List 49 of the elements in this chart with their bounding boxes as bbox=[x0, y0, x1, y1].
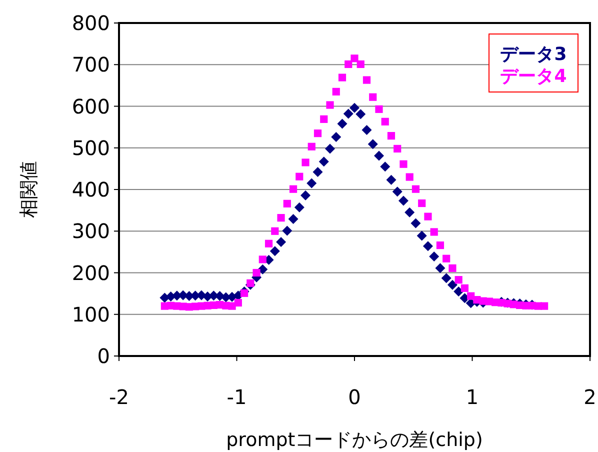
point bbox=[343, 108, 354, 119]
point bbox=[350, 102, 360, 113]
x-tick-label: -2 bbox=[109, 385, 129, 409]
point bbox=[398, 196, 408, 206]
point bbox=[404, 207, 415, 218]
text: データ4 bbox=[500, 66, 567, 87]
point bbox=[422, 241, 433, 252]
x-tick-label: -1 bbox=[226, 385, 247, 409]
point bbox=[392, 186, 402, 197]
y-tick-label: 300 bbox=[72, 219, 110, 244]
point bbox=[337, 118, 348, 129]
y-tick-label: 800 bbox=[72, 11, 110, 35]
x-tick-label: 1 bbox=[466, 385, 479, 409]
point bbox=[294, 202, 304, 212]
point bbox=[429, 252, 440, 262]
x-axis-title: promptコードからの差(chip) bbox=[226, 429, 483, 451]
text: データ3 bbox=[500, 44, 567, 65]
point bbox=[374, 150, 384, 161]
y-tick-label: 100 bbox=[72, 302, 110, 326]
point bbox=[441, 273, 452, 284]
point bbox=[276, 236, 286, 247]
point bbox=[288, 214, 298, 224]
y-tick-label: 600 bbox=[72, 94, 110, 118]
point bbox=[282, 226, 292, 236]
point bbox=[331, 132, 342, 142]
point bbox=[325, 144, 336, 154]
point bbox=[306, 178, 317, 188]
point bbox=[356, 109, 366, 120]
x-tick-label: 2 bbox=[584, 385, 596, 409]
point bbox=[312, 167, 323, 178]
point bbox=[410, 218, 421, 228]
point bbox=[368, 139, 378, 150]
point bbox=[362, 124, 372, 135]
x-tick-label: 0 bbox=[348, 385, 361, 409]
point bbox=[300, 190, 311, 200]
point bbox=[416, 230, 427, 241]
y-tick-label: 0 bbox=[97, 344, 110, 368]
point bbox=[435, 263, 446, 274]
y-tick-label: 400 bbox=[72, 178, 110, 202]
y-tick-label: 500 bbox=[72, 136, 110, 160]
point bbox=[270, 246, 280, 256]
y-tick-label: 200 bbox=[72, 260, 110, 285]
y-tick-label: 700 bbox=[72, 52, 110, 77]
y-axis-title: 相関値 bbox=[18, 161, 40, 218]
point bbox=[386, 174, 396, 185]
point bbox=[380, 162, 390, 172]
point bbox=[454, 286, 464, 296]
point bbox=[447, 280, 458, 290]
point bbox=[318, 156, 329, 167]
